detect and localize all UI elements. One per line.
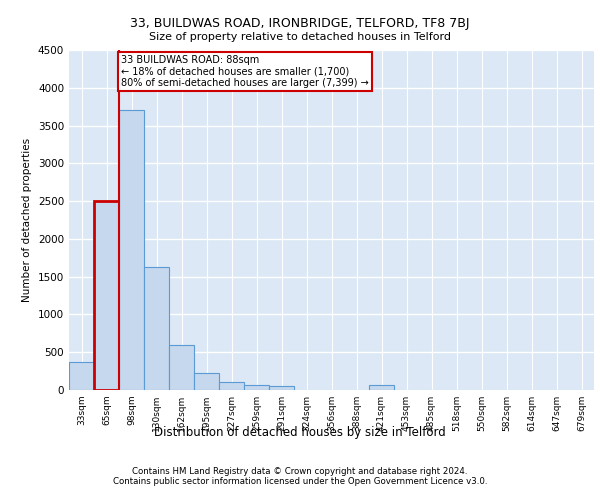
Bar (269, 386, 294, 390)
Text: 33 BUILDWAS ROAD: 88sqm
← 18% of detached houses are smaller (1,700)
80% of semi: 33 BUILDWAS ROAD: 88sqm ← 18% of detache… (121, 56, 369, 88)
Bar (119, 110, 144, 390)
Bar (94, 201, 119, 390)
Bar (144, 267, 169, 390)
Bar (369, 384, 394, 390)
Text: 33, BUILDWAS ROAD, IRONBRIDGE, TELFORD, TF8 7BJ: 33, BUILDWAS ROAD, IRONBRIDGE, TELFORD, … (130, 18, 470, 30)
Bar (169, 346, 194, 390)
Text: Contains HM Land Registry data © Crown copyright and database right 2024.: Contains HM Land Registry data © Crown c… (132, 467, 468, 476)
Bar (194, 374, 219, 390)
Text: Contains public sector information licensed under the Open Government Licence v3: Contains public sector information licen… (113, 477, 487, 486)
Bar (219, 382, 244, 390)
Text: Size of property relative to detached houses in Telford: Size of property relative to detached ho… (149, 32, 451, 42)
Text: Distribution of detached houses by size in Telford: Distribution of detached houses by size … (154, 426, 446, 439)
Bar (69, 362, 94, 390)
Y-axis label: Number of detached properties: Number of detached properties (22, 138, 32, 302)
Bar (244, 384, 269, 390)
